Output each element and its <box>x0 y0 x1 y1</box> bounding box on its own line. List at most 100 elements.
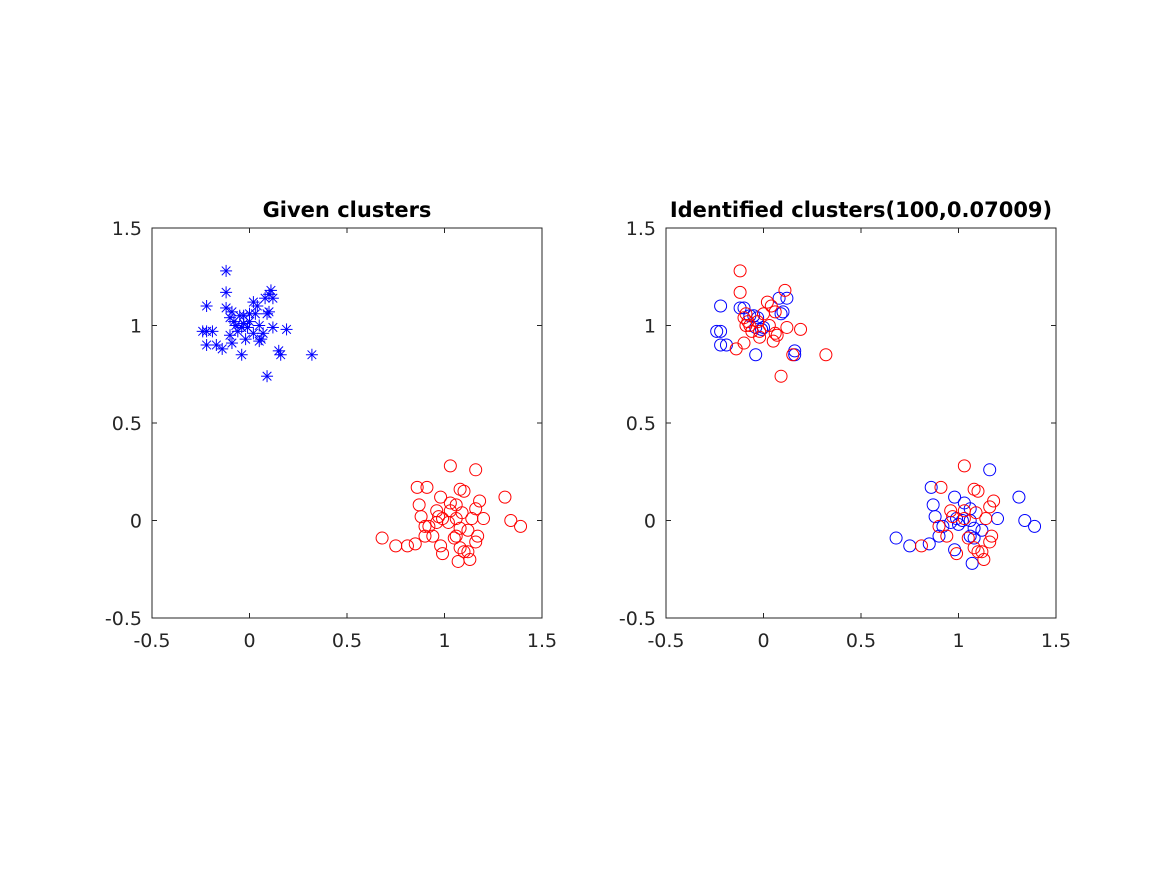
data-point <box>266 321 279 334</box>
x-tick-label: 1.5 <box>1041 630 1071 652</box>
data-point <box>1028 519 1042 533</box>
x-tick-label: 0 <box>757 630 769 652</box>
data-point <box>200 300 213 312</box>
y-tick-label: 1.5 <box>112 218 142 240</box>
data-point <box>751 315 765 329</box>
data-point <box>449 512 463 526</box>
data-point <box>418 529 432 543</box>
data-point <box>498 490 512 504</box>
chart-panel-1: Given clusters -0.5 0 0.5 1 1.5 -0.5 0 0.5 1 1.5 <box>105 198 557 652</box>
data-point <box>251 300 264 312</box>
data-point <box>261 370 274 383</box>
data-point <box>457 484 471 498</box>
data-point <box>733 285 747 299</box>
data-point <box>451 554 465 568</box>
y-tick-label: 0 <box>130 511 142 533</box>
data-point <box>453 541 467 555</box>
data-point <box>979 512 993 526</box>
data-point <box>249 307 262 320</box>
data-point <box>714 338 728 352</box>
data-point <box>749 348 763 362</box>
data-point <box>928 510 942 524</box>
data-point <box>975 523 989 537</box>
data-point <box>944 504 958 518</box>
data-point <box>443 496 457 510</box>
y-tick-label: 1 <box>644 316 656 338</box>
data-point <box>261 307 274 320</box>
data-point <box>774 307 788 321</box>
y-tick-label: 1.5 <box>626 218 656 240</box>
x-tick-label: 1 <box>952 630 964 652</box>
data-point <box>443 459 457 473</box>
data-point <box>780 320 794 334</box>
data-point <box>914 539 928 553</box>
data-point <box>441 515 455 529</box>
data-point <box>983 535 997 549</box>
data-point <box>239 333 252 346</box>
data-point <box>280 323 293 336</box>
data-point <box>957 512 971 526</box>
data-point <box>426 529 440 543</box>
series-2 <box>375 459 528 568</box>
y-tick-label: 0 <box>644 511 656 533</box>
data-point <box>1012 490 1026 504</box>
data-point <box>469 535 483 549</box>
x-tick-label: 1.5 <box>527 630 557 652</box>
data-point <box>786 348 800 362</box>
series-2 <box>729 264 1001 566</box>
data-point <box>714 324 728 338</box>
data-point <box>224 329 236 342</box>
data-point <box>235 348 248 361</box>
data-point <box>225 337 238 350</box>
data-point <box>983 463 997 477</box>
x-tick-label: -0.5 <box>647 630 684 652</box>
data-point <box>743 319 757 332</box>
data-point <box>760 295 774 309</box>
data-point <box>948 490 962 504</box>
data-point <box>220 264 233 277</box>
y-tick-label: -0.5 <box>105 608 142 630</box>
data-point <box>733 264 747 278</box>
data-point <box>932 519 946 533</box>
data-point <box>449 529 463 543</box>
data-point <box>983 500 997 514</box>
data-point <box>414 510 428 524</box>
data-point <box>422 519 436 533</box>
data-point <box>778 283 792 297</box>
data-point <box>436 547 450 561</box>
y-tick-label: 0.5 <box>112 413 142 435</box>
data-point <box>453 521 467 535</box>
data-point <box>922 537 936 551</box>
data-point <box>305 348 318 361</box>
data-point <box>961 531 975 545</box>
data-point <box>410 480 424 494</box>
data-point <box>461 545 475 559</box>
data-point <box>766 334 780 348</box>
data-point <box>710 324 724 338</box>
data-point <box>266 292 279 305</box>
data-point <box>932 529 946 543</box>
y-tick-label: 0.5 <box>626 413 656 435</box>
data-point <box>940 529 954 543</box>
data-point <box>967 531 981 545</box>
data-point <box>889 531 903 545</box>
data-point <box>447 531 461 545</box>
data-point <box>819 348 833 362</box>
data-point <box>768 326 782 340</box>
data-point <box>274 348 287 361</box>
data-point <box>418 519 432 533</box>
data-point <box>755 322 769 336</box>
data-point <box>936 519 950 533</box>
data-point <box>774 369 788 383</box>
data-point <box>461 523 475 537</box>
x-tick-label: -0.5 <box>133 630 170 652</box>
data-point <box>471 529 485 543</box>
chart-title: Identified clusters(100,0.07009) <box>670 198 1052 222</box>
data-point <box>753 324 767 338</box>
data-point <box>216 342 229 355</box>
data-point <box>469 463 483 477</box>
data-point <box>1018 514 1032 527</box>
data-point <box>729 342 743 356</box>
data-point <box>400 539 414 553</box>
data-point <box>753 330 767 344</box>
